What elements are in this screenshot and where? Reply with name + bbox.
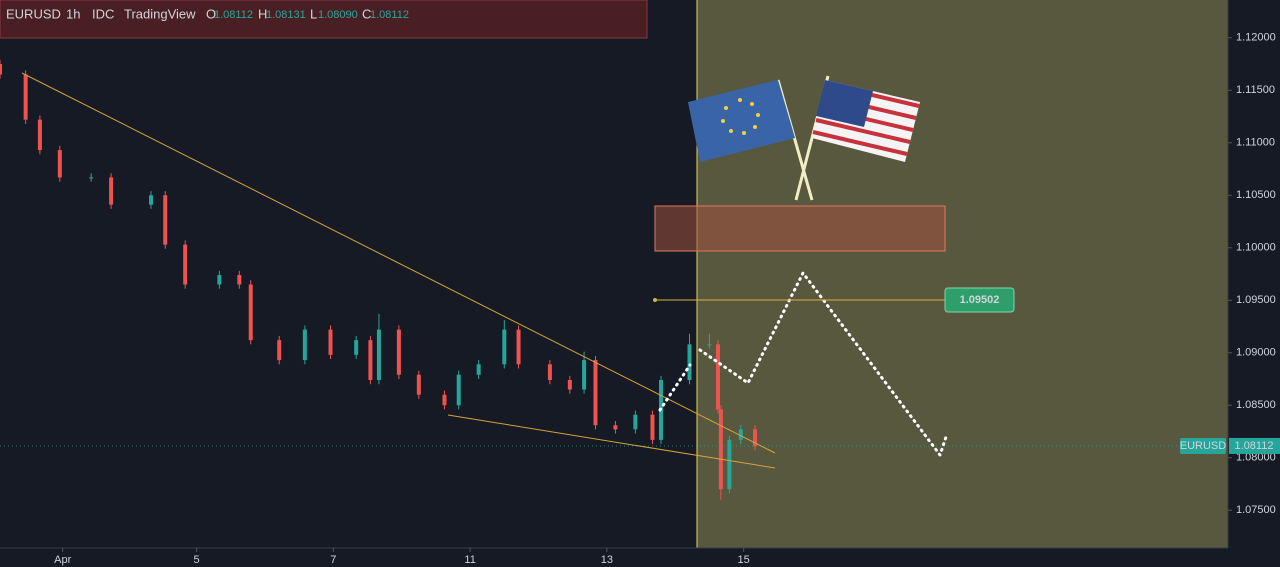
flags [688,75,920,201]
candle-body [442,394,447,406]
x-tick-label: Apr [54,554,71,566]
x-tick-label: 13 [601,554,613,566]
candle-body [183,244,188,285]
source: IDC [92,6,114,21]
candle-body [37,119,42,151]
candle-body [738,429,743,440]
target-anchor [653,298,657,303]
candle-body [328,329,333,355]
ohlc-label: H [258,6,267,21]
y-tick-label: 1.11000 [1236,137,1275,149]
candle-body [217,275,222,285]
y-tick-label: 1.10000 [1236,242,1276,254]
projection-path [698,270,948,459]
target-box [944,287,1015,313]
target-label: 1.09502 [960,294,1000,306]
header: EURUSD 1h IDC TradingView O1.08112 H1.081… [6,6,409,21]
trendline [447,414,776,469]
x-tick-label: 11 [464,554,475,566]
ohlc-value: 1.08112 [370,9,409,21]
symbol: EURUSD [6,6,61,21]
candle-body [396,329,401,375]
price-tag [1229,437,1280,454]
ohlc-label: O [206,6,216,21]
candle-body [502,329,507,365]
highlight-zone [697,0,1228,548]
trendline [21,72,776,454]
platform: TradingView [124,6,196,21]
candle-body [89,177,94,179]
candle-body [715,344,720,410]
candle-body [650,414,655,440]
candle-body [302,329,307,361]
y-tick-label: 1.08500 [1236,399,1276,411]
candle-body [753,429,758,447]
y-tick-label: 1.10500 [1236,189,1276,201]
y-tick-label: 1.07500 [1236,504,1276,516]
x-tick-label: 15 [738,554,750,566]
x-tick-label: 5 [194,554,200,566]
ohlc-value: 1.08131 [266,9,306,21]
candle-body [582,360,587,390]
y-tick-label: 1.11500 [1236,84,1275,96]
x-tick-label: 7 [330,554,336,566]
y-tick-label: 1.09500 [1236,294,1276,306]
ohlc-label: L [310,6,317,21]
candle-body [707,344,712,346]
candle-body [277,340,282,361]
candle-body [547,364,552,381]
candle-body [476,364,481,375]
candle-body [376,329,381,381]
ohlc-label: C [362,6,371,21]
price-axis [1228,0,1280,567]
candle-body [613,425,618,430]
y-tick-label: 1.12000 [1236,32,1276,44]
candle-body [718,409,723,490]
candle-body [456,374,461,406]
interval: 1h [66,6,80,21]
candle-body [109,177,114,205]
price-tag-label: 1.08112 [1235,440,1274,452]
resistance-zone [654,205,946,252]
candle-body [248,284,253,341]
candle-body [416,374,421,395]
ohlc-value: 1.08090 [318,9,358,21]
candle-body [354,340,359,355]
y-tick-label: 1.08000 [1236,452,1276,464]
ohlc-value: 1.08112 [214,9,253,21]
candle-body [516,329,521,365]
candle-body [57,150,62,178]
symbol-tag-label: EURUSD [1180,440,1227,452]
symbol-tag [1180,437,1226,454]
candle-body [0,64,2,75]
candle-body [567,380,572,390]
candle-body [368,340,373,381]
candle-body [163,195,168,245]
candle-body [23,74,28,120]
candle-body [633,414,638,430]
candle-body [687,344,692,381]
candle-body [727,439,732,490]
header-zone [0,0,648,39]
candle-body [149,195,154,205]
candle-body [593,360,598,426]
y-tick-label: 1.09000 [1236,347,1276,359]
candle-body [237,275,242,285]
